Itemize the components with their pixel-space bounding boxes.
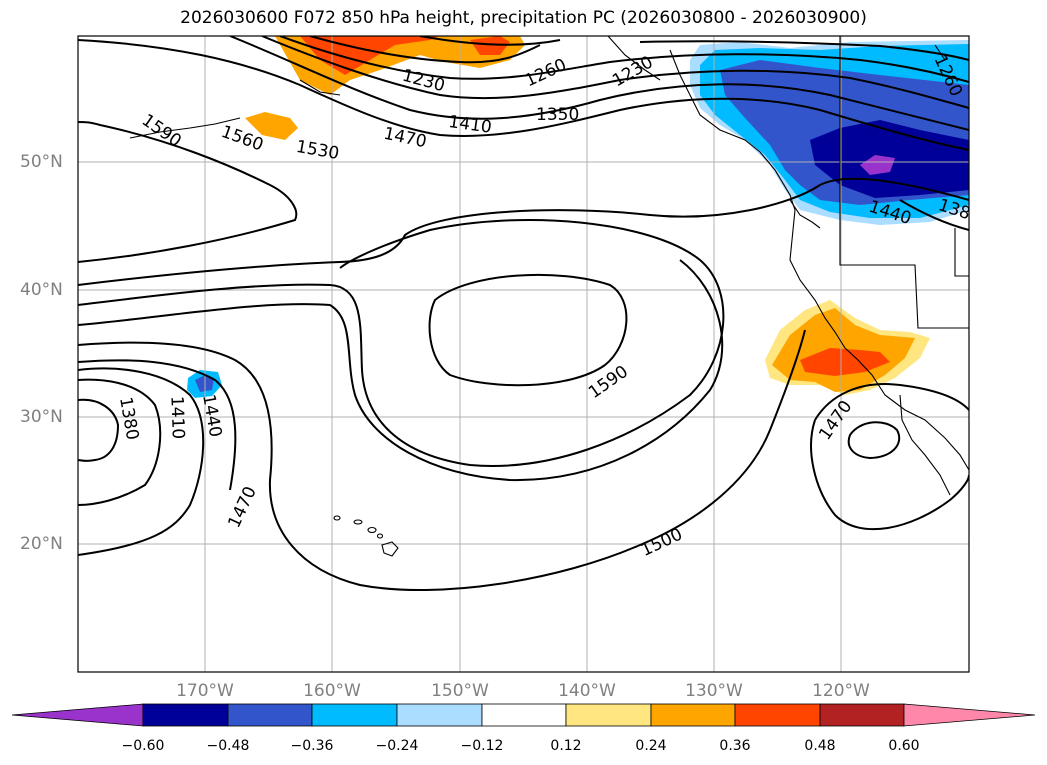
lon-label-150w: 150°W [431, 681, 489, 701]
lat-label-30n: 30°N [20, 407, 63, 427]
hawaii-islands [333, 515, 399, 557]
colorbar-tick-label: −0.48 [206, 738, 250, 754]
colorbar-tick-label: 0.12 [550, 738, 582, 754]
lat-label-20n: 20°N [20, 534, 63, 554]
colorbar-tick-label: 0.60 [888, 738, 920, 754]
lon-label-120w: 120°W [812, 681, 870, 701]
lon-label-140w: 140°W [558, 681, 616, 701]
lat-label-50n: 50°N [20, 152, 63, 172]
height-contours [78, 36, 969, 592]
gridlines [78, 36, 969, 672]
colorbar-tick-label: 0.24 [635, 738, 667, 754]
colorbar-tick-label: −0.60 [121, 738, 165, 754]
map-title: 2026030600 F072 850 hPa height, precipit… [180, 8, 867, 28]
colorbar-tick-label: −0.36 [290, 738, 334, 754]
lon-label-130w: 130°W [685, 681, 743, 701]
contour-label: 1410 [166, 396, 187, 440]
colorbar-extend-low [11, 703, 144, 727]
map-frame [77, 35, 970, 673]
contour-label: 1350 [536, 105, 579, 125]
colorbar [11, 703, 1036, 727]
coastlines [129, 36, 969, 496]
colorbar-tick-label: 0.36 [719, 738, 751, 754]
lat-label-40n: 40°N [20, 280, 63, 300]
precip-positive-shading [245, 36, 930, 395]
colorbar-extend-high [903, 703, 1036, 727]
colorbar-tick-label: −0.12 [460, 738, 504, 754]
lon-label-170w: 170°W [176, 681, 234, 701]
lon-label-160w: 160°W [303, 681, 361, 701]
colorbar-tick-label: −0.24 [375, 738, 419, 754]
colorbar-tick-label: 0.48 [804, 738, 836, 754]
